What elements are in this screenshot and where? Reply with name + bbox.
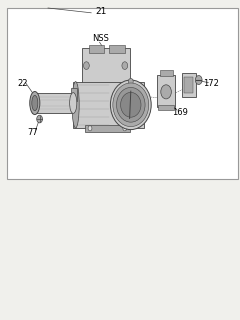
Ellipse shape bbox=[70, 93, 77, 114]
Ellipse shape bbox=[32, 95, 38, 111]
Bar bbox=[158, 105, 174, 110]
Ellipse shape bbox=[30, 92, 40, 115]
Text: 22: 22 bbox=[18, 79, 28, 88]
Ellipse shape bbox=[113, 83, 149, 127]
Circle shape bbox=[195, 76, 202, 84]
Text: NSS: NSS bbox=[92, 34, 109, 43]
Circle shape bbox=[122, 62, 128, 69]
Circle shape bbox=[128, 78, 133, 85]
Circle shape bbox=[123, 126, 127, 131]
Bar bbox=[160, 70, 173, 76]
Circle shape bbox=[88, 126, 92, 131]
Bar bbox=[85, 125, 130, 132]
Bar bbox=[7, 8, 238, 179]
Bar bbox=[184, 77, 193, 93]
Ellipse shape bbox=[72, 82, 79, 128]
Bar bbox=[32, 93, 73, 113]
Ellipse shape bbox=[117, 87, 145, 122]
Bar bbox=[157, 75, 175, 107]
Bar bbox=[182, 73, 196, 97]
Text: 77: 77 bbox=[27, 128, 38, 137]
Ellipse shape bbox=[121, 92, 141, 117]
Circle shape bbox=[84, 62, 89, 69]
Text: 169: 169 bbox=[172, 108, 188, 116]
Bar bbox=[73, 82, 144, 128]
Circle shape bbox=[161, 85, 171, 99]
Circle shape bbox=[37, 115, 42, 123]
Bar bbox=[109, 45, 125, 53]
Text: 21: 21 bbox=[95, 7, 107, 16]
Bar bbox=[82, 48, 130, 90]
Ellipse shape bbox=[110, 80, 151, 130]
Text: 172: 172 bbox=[203, 79, 219, 88]
Bar bbox=[89, 45, 104, 53]
Bar bbox=[71, 88, 77, 101]
